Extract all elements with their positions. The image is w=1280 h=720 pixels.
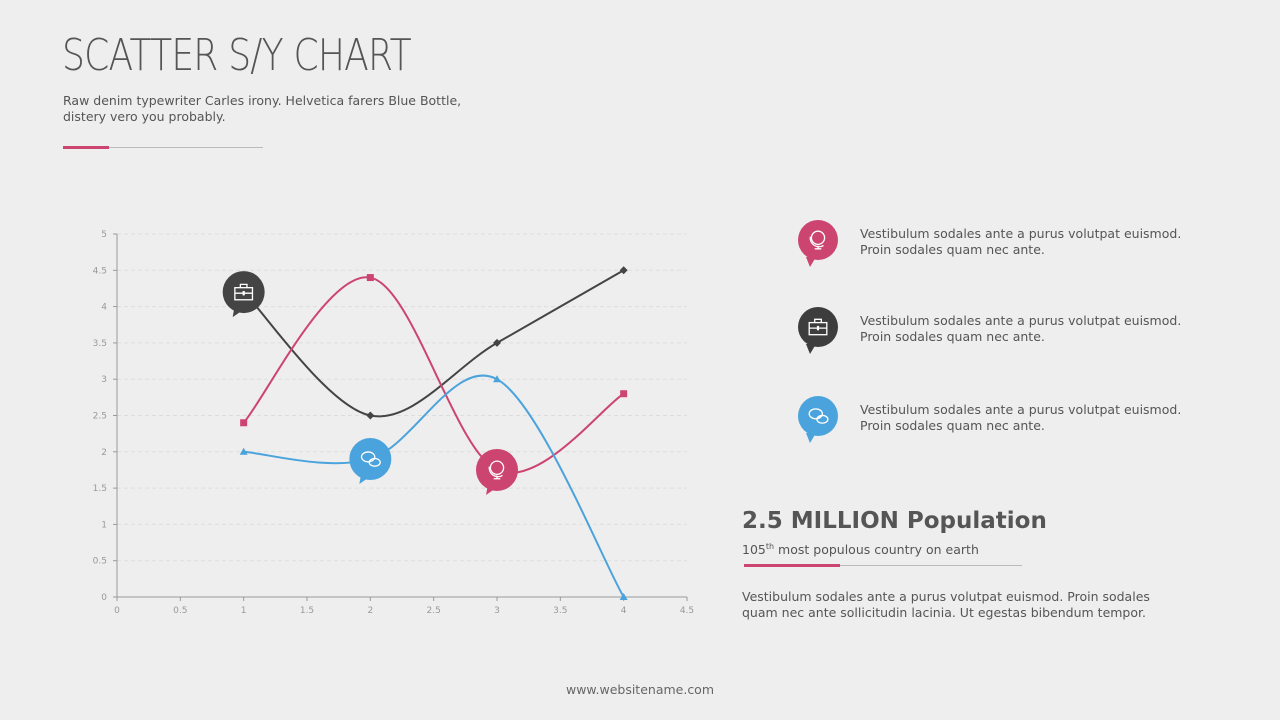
legend-item-chat: Vestibulum sodales ante a purus volutpat…: [798, 396, 1181, 443]
stat-body: Vestibulum sodales ante a purus volutpat…: [742, 589, 1150, 620]
data-point: [239, 447, 248, 455]
chat-icon: [798, 396, 838, 443]
globe-icon: [488, 460, 505, 480]
stat-rank-suffix: th: [765, 542, 775, 551]
data-point: [366, 411, 375, 420]
x-tick-label: 2: [367, 606, 373, 616]
y-tick-label: 3.5: [93, 339, 107, 349]
x-tick-label: 3.5: [553, 606, 567, 616]
y-tick-label: 4.5: [93, 266, 107, 276]
y-tick-label: 2: [101, 448, 107, 458]
data-point-bubble: [349, 438, 392, 481]
data-point: [493, 375, 501, 383]
footer-url[interactable]: www.websitename.com: [565, 682, 715, 697]
y-tick-label: 3: [101, 375, 107, 385]
series-line-0: [242, 269, 625, 418]
data-point: [620, 390, 628, 398]
x-tick-label: 1.5: [300, 606, 314, 616]
series-line-1: [242, 276, 625, 474]
legend-text: Vestibulum sodales ante a purus volutpat…: [860, 402, 1182, 433]
stat-divider: [744, 564, 1022, 567]
series-line-2: [243, 374, 625, 598]
y-tick-label: 4: [101, 303, 107, 313]
x-tick-label: 1: [241, 606, 247, 616]
x-tick-label: 0.5: [173, 606, 187, 616]
data-point: [619, 593, 628, 600]
x-tick-label: 0: [114, 606, 120, 616]
data-point: [366, 274, 374, 282]
stat-title: 2.5 MILLION Population: [742, 508, 1047, 534]
y-tick-label: 1: [101, 520, 107, 530]
stat-rank-text: most populous country on earth: [774, 542, 979, 558]
y-tick-label: 1.5: [93, 484, 107, 494]
stat-divider-accent: [744, 564, 840, 567]
legend-text: Vestibulum sodales ante a purus volutpat…: [860, 313, 1182, 344]
data-point-bubble: [476, 448, 518, 491]
x-tick-label: 3: [494, 606, 500, 616]
legend-item-briefcase: Vestibulum sodales ante a purus volutpat…: [798, 307, 1181, 354]
stat-rank: 105: [742, 542, 766, 558]
page-title: SCATTER S/Y CHART: [62, 30, 412, 81]
briefcase-icon: [234, 283, 254, 301]
title-divider-accent: [63, 146, 109, 149]
data-point: [619, 266, 628, 275]
title-divider: [63, 146, 263, 149]
stat-subtitle: 105th most populous country on earth: [742, 542, 979, 557]
y-tick-label: 0: [101, 593, 107, 603]
data-point: [493, 338, 501, 347]
x-tick-label: 2.5: [427, 606, 441, 616]
data-point: [240, 419, 248, 427]
y-tick-label: 5: [101, 230, 107, 240]
briefcase-icon: [798, 307, 838, 354]
y-tick-label: 0.5: [93, 557, 107, 567]
y-tick-label: 2.5: [93, 412, 107, 422]
x-tick-label: 4: [621, 606, 627, 616]
legend-text: Vestibulum sodales ante a purus volutpat…: [860, 226, 1182, 257]
legend-item-globe: Vestibulum sodales ante a purus volutpat…: [798, 220, 1181, 267]
globe-icon: [798, 220, 838, 267]
page-subtitle: Raw denim typewriter Carles irony. Helve…: [63, 93, 462, 124]
x-tick-label: 4.5: [680, 606, 694, 616]
chat-icon: [360, 451, 381, 467]
